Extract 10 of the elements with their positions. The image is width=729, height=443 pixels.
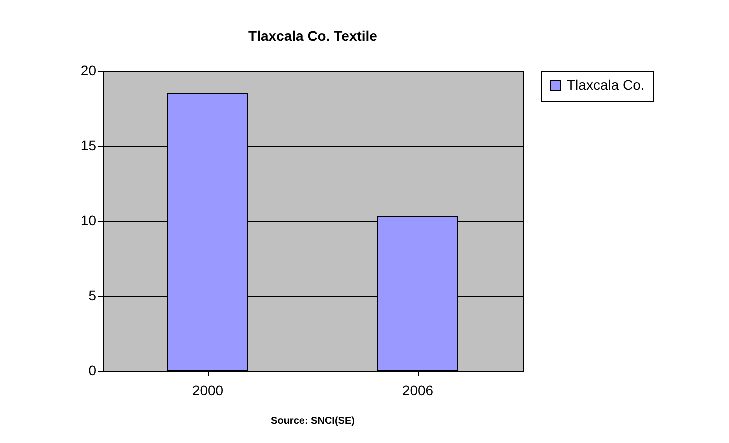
chart-title: Tlaxcala Co. Textile (248, 28, 378, 44)
y-tick-label: 10 (80, 212, 97, 228)
x-tick-label: 2006 (402, 382, 434, 398)
y-tick-label: 5 (88, 288, 97, 304)
y-tick-label: 20 (80, 62, 97, 78)
y-tick-label: 15 (80, 138, 97, 154)
source-note: Source: SNCI(SE) (271, 416, 355, 427)
legend-label: Tlaxcala Co. (567, 77, 645, 93)
y-tick-label: 0 (88, 362, 97, 378)
x-tick-label: 2000 (192, 382, 224, 398)
